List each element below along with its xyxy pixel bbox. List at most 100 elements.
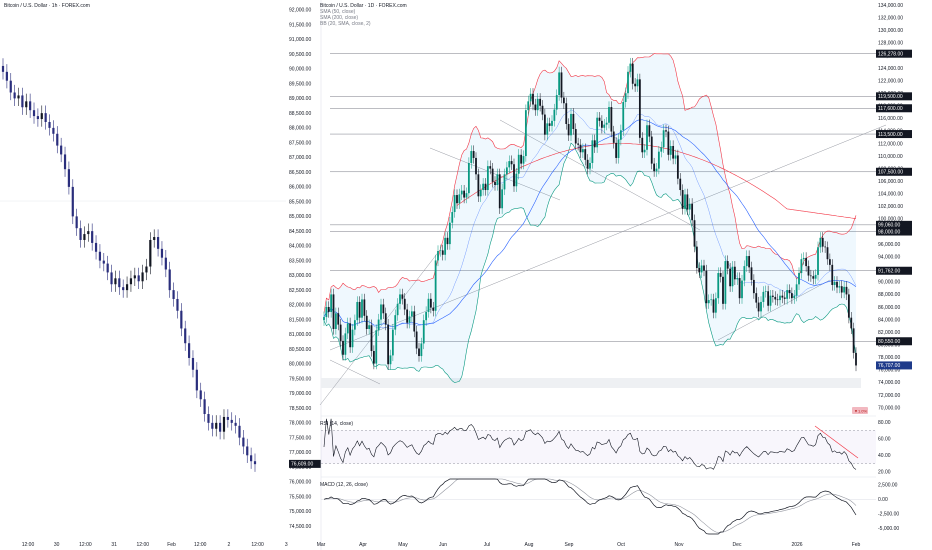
trendline [319, 249, 441, 406]
hourly-candle [25, 101, 28, 108]
rsi-y-tick: 20.00 [878, 470, 891, 476]
daily-candle [501, 189, 504, 209]
daily-candle [384, 313, 387, 325]
hourly-candle [219, 422, 222, 432]
level-tag [876, 92, 912, 101]
hourly-candle [199, 390, 202, 400]
daily-candle [349, 323, 352, 348]
hourly-candle [102, 260, 105, 264]
trendlines [319, 119, 887, 406]
level-tag [876, 337, 912, 346]
daily-candle [824, 246, 827, 248]
level-tag-text: 91,762.00 [878, 269, 900, 275]
macd-signal-line [323, 478, 857, 533]
daily-candle [586, 159, 589, 169]
daily-candle [646, 125, 648, 150]
daily-x-tick: Jun [439, 542, 447, 548]
rsi-line [323, 418, 857, 470]
daily-candle [565, 103, 568, 124]
bollinger-upper [323, 53, 857, 314]
hourly-chart-panel[interactable]: Bitcoin / U.S. Dollar · 1h · FOREX.com 9… [0, 0, 321, 548]
daily-candle [591, 140, 594, 163]
level-tag [876, 104, 912, 113]
hourly-y-tick: 90,000.00 [289, 67, 311, 73]
daily-candle [752, 279, 755, 294]
daily-candle [755, 293, 758, 303]
hourly-candle [56, 133, 59, 146]
hourly-y-tick: 84,500.00 [289, 229, 311, 235]
rsi-axis[interactable]: 80.00 60.00 40.00 20.00 [878, 420, 891, 476]
daily-candle [589, 162, 591, 169]
daily-candle [353, 320, 356, 330]
daily-candle [717, 273, 720, 299]
daily-candle [558, 72, 561, 96]
daily-y-tick: 90,000.00 [878, 280, 900, 286]
daily-x-tick: Jul [484, 542, 490, 548]
hourly-candle [226, 416, 229, 420]
trendline [717, 279, 831, 341]
macd-axis[interactable]: 2,500.00 0.00 -2,500.00 -5,000.00 [878, 483, 899, 532]
daily-chart-panel[interactable]: Bitcoin / U.S. Dollar · 1D · FOREX.com S… [317, 3, 912, 548]
daily-candle [729, 268, 732, 287]
daily-candle [809, 275, 812, 277]
daily-y-tick: 102,000.00 [878, 204, 903, 210]
hourly-y-tick: 75,000.00 [289, 509, 311, 515]
daily-time-axis[interactable]: Mar Apr May Jun Jul Aug Sep Oct Nov Dec 2026 Feb [317, 542, 861, 548]
hourly-candle [187, 343, 191, 358]
hourly-y-tick: 80,000.00 [289, 362, 311, 368]
daily-candle [475, 157, 477, 175]
daily-candle [686, 194, 689, 210]
hourly-y-tick: 82,000.00 [289, 303, 311, 309]
daily-y-tick: 74,000.00 [878, 380, 900, 386]
hourly-y-tick: 83,000.00 [289, 273, 311, 279]
hourly-y-tick: 74,500.00 [289, 524, 311, 530]
daily-candle [605, 122, 608, 125]
daily-candle [676, 155, 679, 179]
daily-candle [731, 266, 734, 287]
daily-candle [425, 312, 428, 321]
daily-candle [593, 140, 596, 148]
hourly-candle [36, 116, 39, 120]
daily-candle [327, 306, 330, 313]
daily-candle [555, 95, 558, 110]
hourly-candle [230, 419, 233, 423]
hourly-candle [250, 455, 253, 462]
hourly-candle [149, 239, 152, 267]
daily-candle [845, 286, 848, 295]
hourly-candle [87, 231, 90, 235]
daily-candle [520, 154, 523, 164]
level-tag-text: 107,500.00 [878, 170, 903, 176]
hourly-y-tick: 78,500.00 [289, 406, 311, 412]
level-tag [876, 49, 912, 58]
level-tag [876, 220, 912, 229]
daily-candle [434, 260, 437, 311]
hourly-y-tick: 91,500.00 [289, 22, 311, 28]
daily-candle [342, 340, 344, 355]
daily-candle [771, 295, 774, 297]
daily-candle [631, 63, 634, 84]
daily-candle [712, 299, 715, 313]
daily-candle [472, 151, 475, 158]
daily-price-axis[interactable]: 134,000.00 132,000.00 130,000.00 128,000.00… [878, 3, 903, 411]
daily-last-price-label: 76,707.00 [878, 363, 900, 369]
daily-candle [508, 161, 511, 168]
daily-candle [418, 348, 420, 357]
trendline [329, 124, 887, 351]
daily-candle [551, 120, 553, 126]
daily-candle [684, 194, 686, 209]
daily-candle [479, 190, 482, 197]
daily-candle [491, 168, 494, 182]
daily-candle [828, 259, 831, 265]
hourly-y-tick: 76,000.00 [289, 480, 311, 486]
daily-candle [403, 298, 406, 310]
trendline [429, 147, 561, 201]
hourly-time-axis[interactable]: 12:00 30 12:00 31 12:00 Feb 12:00 2 12:00 3 [22, 542, 288, 548]
level-tag-text: 119,500.00 [878, 94, 903, 100]
hourly-candle [133, 275, 136, 279]
daily-candle [344, 333, 347, 355]
hourly-price-axis[interactable]: 92,000.00 91,500.00 91,000.00 90,500.00 90,0… [289, 8, 311, 530]
daily-candle [648, 125, 651, 137]
daily-candle [643, 149, 646, 153]
rsi-y-tick: 60.00 [878, 437, 891, 443]
